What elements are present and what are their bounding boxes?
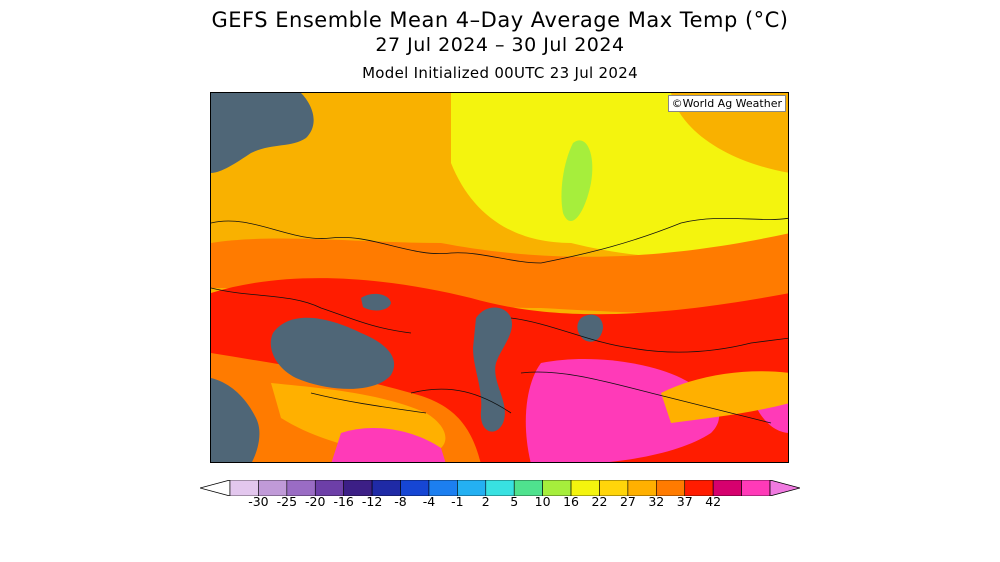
colorbar-tick-label: -30: [248, 494, 269, 509]
temp-band-16-22: [561, 140, 593, 222]
colorbar-tick-label: 16: [563, 494, 579, 509]
colorbar-tick-label: 27: [619, 494, 636, 509]
colorbar-tick-label: 10: [534, 494, 551, 509]
sea-of-azov: [361, 293, 391, 311]
model-init-label: Model Initialized 00UTC 23 Jul 2024: [362, 64, 638, 82]
colorbar-tick-label: 42: [705, 494, 722, 509]
temp-band-22-27: [451, 93, 788, 258]
temperature-field: [211, 93, 788, 462]
date-range: 27 Jul 2024 – 30 Jul 2024: [375, 34, 625, 56]
colorbar-tick-label: -1: [451, 494, 464, 509]
aral-sea: [577, 314, 603, 342]
temp-band-mountains: [661, 371, 788, 423]
map-title: GEFS Ensemble Mean 4–Day Average Max Tem…: [211, 8, 789, 32]
temperature-map: ©World Ag Weather: [210, 92, 789, 463]
credit-label: ©World Ag Weather: [667, 95, 786, 112]
colorbar-tick-label: -4: [422, 494, 436, 509]
colorbar-low-arrow: [200, 480, 231, 496]
temp-band-42plus-b: [331, 428, 446, 462]
colorbar-tick-label: 37: [676, 494, 693, 509]
aegean-sea: [211, 378, 260, 462]
colorbar-tick-label: -25: [276, 494, 298, 509]
colorbar-tick-label: -8: [394, 494, 407, 509]
colorbar-high-arrow: [769, 480, 800, 496]
colorbar-tick-label: -16: [333, 494, 354, 509]
colorbar-tick-label: 5: [510, 494, 519, 509]
black-sea: [270, 317, 395, 389]
colorbar-bin: [741, 480, 771, 496]
colorbar: [200, 480, 800, 496]
caspian-sea: [473, 307, 513, 432]
colorbar-tick-label: 2: [481, 494, 490, 509]
baltic-sea: [211, 93, 314, 173]
colorbar-tick-label: 22: [591, 494, 608, 509]
temp-band-42plus-a: [525, 359, 720, 462]
colorbar-tick-label: -12: [361, 494, 383, 509]
colorbar-tick-label: 32: [648, 494, 665, 509]
colorbar-tick-label: -20: [305, 494, 326, 509]
